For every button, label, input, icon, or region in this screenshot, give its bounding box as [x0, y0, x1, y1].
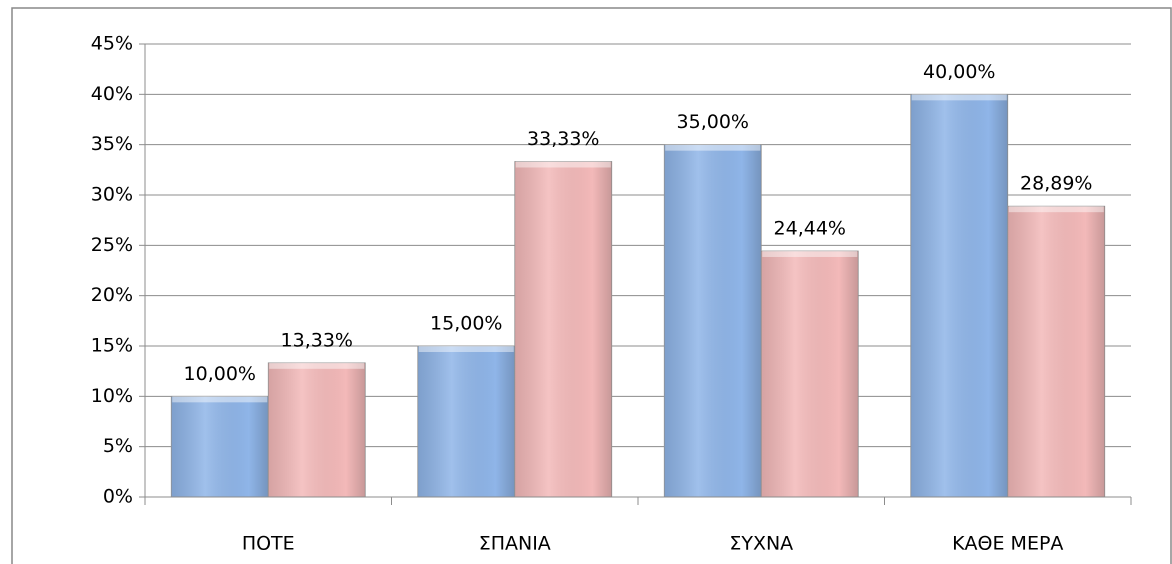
bar-shade — [1007, 206, 1105, 497]
y-tick-label: 10% — [91, 385, 133, 407]
value-label: 24,44% — [774, 217, 846, 239]
bar-shade — [514, 161, 612, 497]
bar-shade — [268, 362, 366, 497]
bar-shade — [171, 396, 269, 497]
bar-cap — [762, 250, 858, 257]
value-label: 35,00% — [677, 111, 749, 133]
bar-shade — [417, 346, 515, 497]
y-tick-label: 5% — [103, 435, 133, 457]
bar-cap — [269, 362, 365, 369]
value-label: 13,33% — [281, 329, 353, 351]
y-tick-label: 0% — [103, 486, 133, 508]
x-tick-label: ΣΥΧΝΑ — [729, 533, 793, 555]
bar-shade — [664, 144, 762, 497]
y-tick-label: 30% — [91, 184, 133, 206]
bar-cap — [515, 161, 611, 168]
y-tick-label: 15% — [91, 335, 133, 357]
y-tick-label: 40% — [91, 83, 133, 105]
bar-cap — [911, 94, 1007, 101]
value-label: 15,00% — [430, 313, 502, 335]
bar-shade — [761, 250, 859, 497]
y-tick-label: 35% — [91, 133, 133, 155]
value-label: 33,33% — [527, 128, 599, 150]
y-tick-label: 25% — [91, 234, 133, 256]
y-tick-label: 45% — [91, 33, 133, 55]
bar-cap — [665, 144, 761, 151]
bar-cap — [1008, 206, 1104, 213]
bar-shade — [910, 94, 1008, 497]
value-label: 40,00% — [923, 61, 995, 83]
value-label: 10,00% — [184, 363, 256, 385]
x-tick-label: ΣΠΑΝΙΑ — [479, 533, 551, 555]
x-tick-label: ΠΟΤΕ — [242, 533, 295, 555]
bar-cap — [418, 346, 514, 352]
value-label: 28,89% — [1020, 173, 1092, 195]
x-tick-label: ΚΑΘΕ ΜΕΡΑ — [952, 533, 1063, 555]
chart-border — [11, 7, 1172, 564]
bar-cap — [172, 396, 268, 403]
y-tick-label: 20% — [91, 284, 133, 306]
